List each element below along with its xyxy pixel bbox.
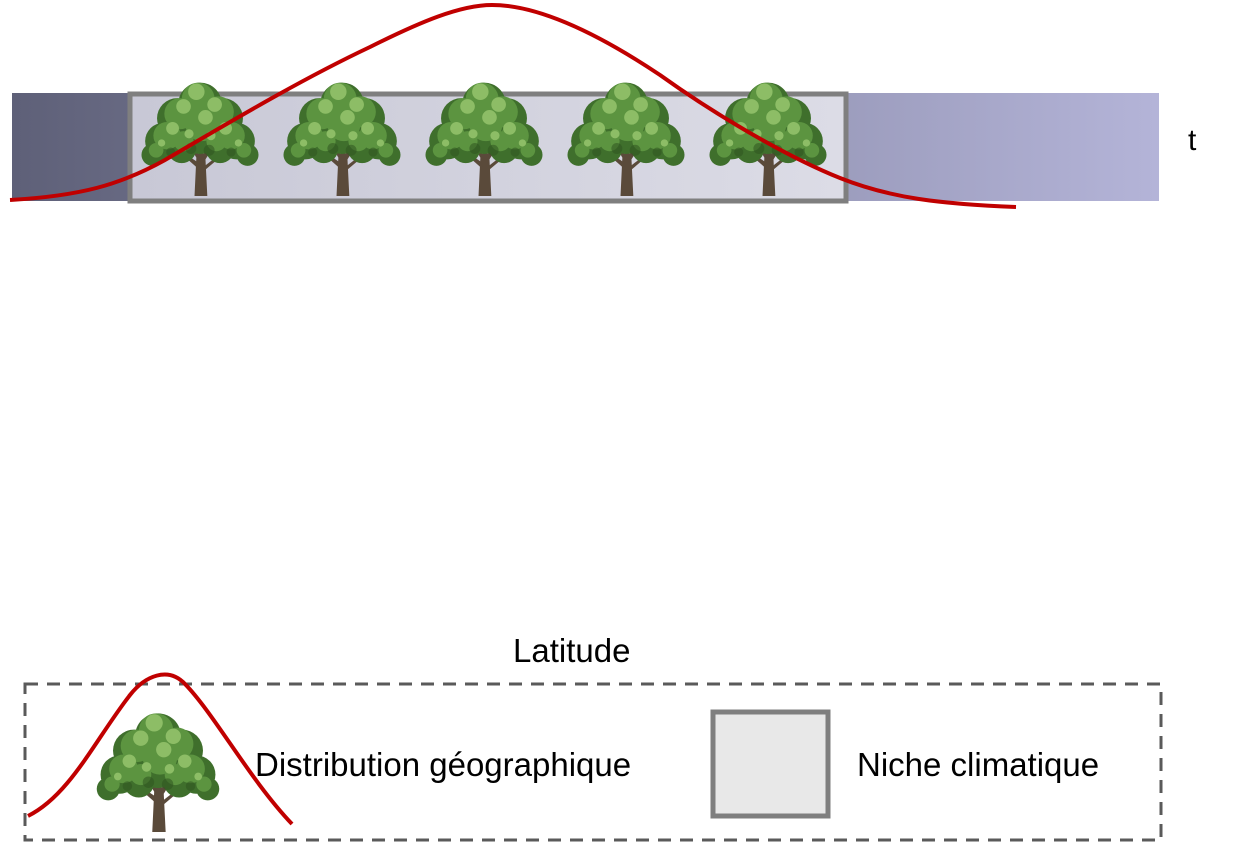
legend-distribution-curve (27, 672, 294, 826)
legend-niche-square (710, 709, 831, 819)
legend-box (23, 682, 1163, 842)
legend-tree-icon (96, 713, 220, 832)
legend-distribution-label: Distribution géographique (255, 746, 632, 783)
time-axis-label: t (1188, 124, 1197, 157)
legend-niche-label: Niche climatique (857, 746, 1100, 783)
distribution-curve (9, 2, 1017, 209)
latitude-axis-label: Latitude (513, 632, 631, 669)
